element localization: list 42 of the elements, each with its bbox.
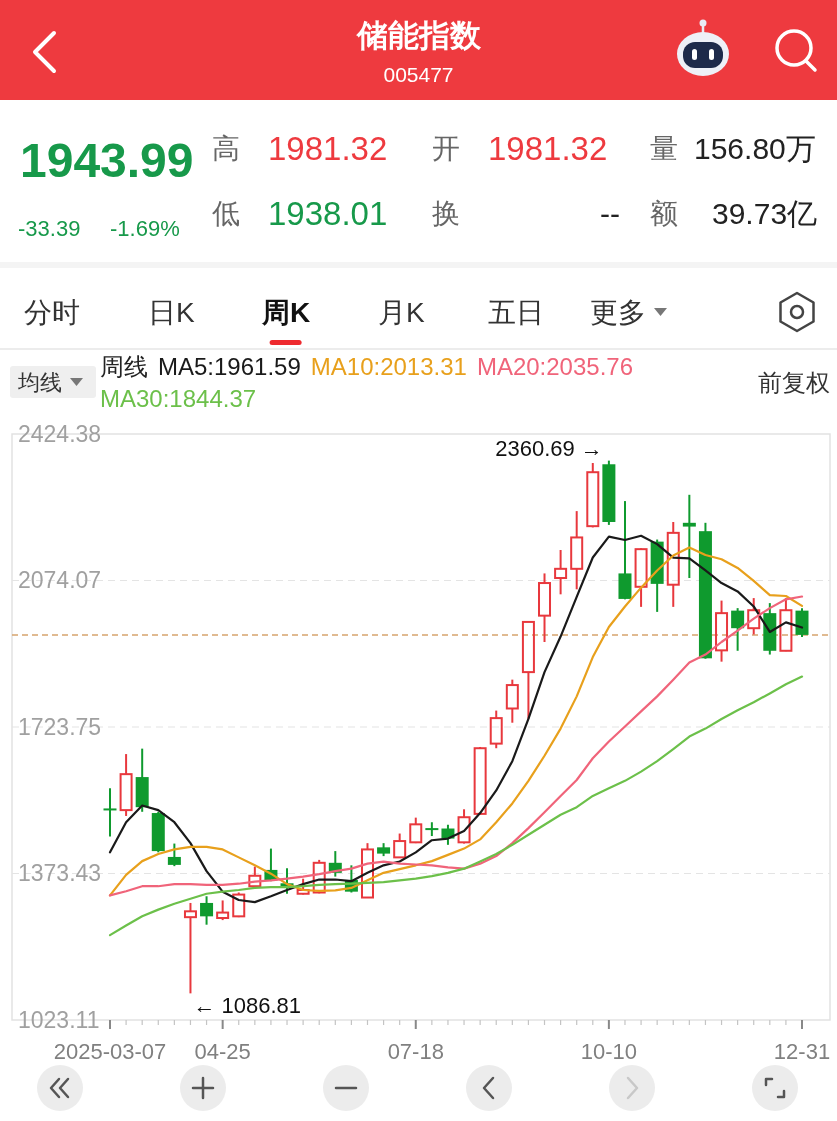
y-tick-label: 1373.43 (18, 860, 102, 887)
text: 月K (378, 296, 425, 328)
x-tick-label: 12-31 (773, 1038, 831, 1064)
text: 1938.01 (268, 194, 388, 232)
text: 1981.32 (488, 129, 608, 167)
text: MA10:2013.31 (310, 352, 467, 380)
x-tick-label: 2025-03-07 (53, 1038, 167, 1064)
text: 开 (432, 132, 460, 164)
text: 五日 (488, 296, 544, 328)
text: 均线 (17, 369, 62, 395)
text: 39.73亿 (712, 196, 818, 230)
chart-subtitle: 005477 (383, 62, 454, 86)
annotation: ← 1086.81 (193, 992, 302, 1018)
legend-title: 周线 (100, 352, 148, 380)
text: 高 (212, 132, 240, 164)
chart-title: 储能指数 (355, 17, 482, 53)
x-tick-label: 07-18 (387, 1038, 444, 1064)
y-tick-label: 2074.07 (18, 567, 102, 594)
text: 换 (432, 197, 460, 229)
text: 分时 (24, 296, 80, 328)
text: 156.80万 (694, 131, 816, 165)
text: -33.39 (18, 215, 81, 241)
text: 日K (148, 296, 195, 328)
text: 1943.99 (20, 133, 194, 187)
annotation: 2360.69 → (495, 436, 603, 462)
x-tick-label: 04-25 (194, 1038, 251, 1064)
text: MA30:1844.37 (100, 384, 257, 412)
text: 前复权 (758, 368, 830, 396)
text: MA20:2035.76 (476, 352, 634, 380)
y-tick-label: 2424.38 (18, 421, 102, 447)
y-tick-label: 1723.75 (18, 714, 102, 740)
text: 额 (650, 197, 678, 229)
text: 更多 (590, 296, 646, 328)
text: 周K (261, 296, 311, 328)
text: -- (600, 196, 620, 230)
text: 1981.32 (268, 129, 388, 167)
text: MA5:1961.59 (158, 352, 301, 380)
y-tick-label: 1023.11 (18, 1007, 100, 1033)
text: 量 (650, 132, 678, 164)
x-tick-label: 10-10 (580, 1038, 638, 1064)
text: -1.69% (110, 215, 180, 241)
text: 低 (212, 197, 240, 229)
